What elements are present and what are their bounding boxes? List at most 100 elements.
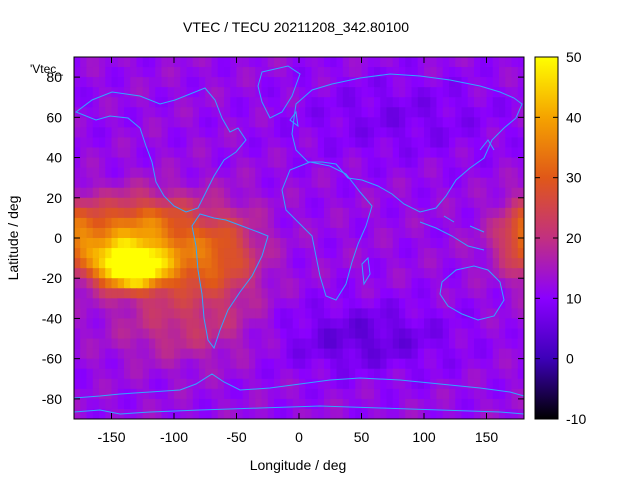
heatmap-cell <box>361 288 369 299</box>
heatmap-cell <box>255 378 263 390</box>
heatmap-cell <box>249 157 256 169</box>
heatmap-cell <box>486 358 494 370</box>
heatmap-cell <box>336 298 344 309</box>
heatmap-cell <box>349 87 356 98</box>
heatmap-cell <box>305 97 313 108</box>
heatmap-cell <box>399 408 406 419</box>
heatmap-cell <box>105 197 113 209</box>
heatmap-cell <box>267 248 275 259</box>
heatmap-cell <box>367 167 375 179</box>
heatmap-cell <box>230 227 238 239</box>
heatmap-cell <box>486 127 494 139</box>
heatmap-cell <box>374 227 381 239</box>
heatmap-cell <box>480 77 488 88</box>
heatmap-cell <box>461 57 469 68</box>
heatmap-cell <box>517 298 524 309</box>
heatmap-cell <box>105 238 113 249</box>
heatmap-cell <box>311 117 319 128</box>
heatmap-cell <box>149 127 156 139</box>
heatmap-cell <box>130 207 138 219</box>
heatmap-cell <box>330 167 338 179</box>
heatmap-cell <box>380 197 388 209</box>
heatmap-cell <box>442 127 450 139</box>
heatmap-cell <box>311 368 319 380</box>
heatmap-cell <box>386 268 394 279</box>
heatmap-cell <box>205 107 213 118</box>
heatmap-cell <box>442 318 450 330</box>
heatmap-cell <box>167 398 175 410</box>
heatmap-cell <box>261 398 269 410</box>
heatmap-cell <box>280 67 288 78</box>
heatmap-cell <box>392 268 400 279</box>
heatmap-cell <box>517 338 524 350</box>
heatmap-cell <box>374 378 381 390</box>
heatmap-cell <box>486 197 494 209</box>
heatmap-cell <box>174 248 181 259</box>
heatmap-cell <box>286 217 294 229</box>
heatmap-cell <box>517 87 524 98</box>
heatmap-cell <box>249 238 256 249</box>
heatmap-cell <box>330 318 338 330</box>
heatmap-cell <box>230 368 238 380</box>
heatmap-cell <box>186 328 194 340</box>
heatmap-cell <box>299 157 306 169</box>
heatmap-cell <box>136 147 144 159</box>
heatmap-cell <box>205 197 213 209</box>
heatmap-cell <box>136 338 144 350</box>
heatmap-cell <box>505 157 513 169</box>
heatmap-cell <box>442 348 450 360</box>
heatmap-cell <box>399 388 406 400</box>
heatmap-cell <box>236 298 244 309</box>
heatmap-cell <box>361 238 369 249</box>
heatmap-cell <box>480 117 488 128</box>
heatmap-cell <box>367 338 375 350</box>
heatmap-cell <box>511 268 519 279</box>
heatmap-cell <box>217 358 225 370</box>
heatmap-cell <box>117 288 125 299</box>
heatmap-cell <box>230 268 238 279</box>
heatmap-cell <box>411 57 419 68</box>
heatmap-cell <box>480 358 488 370</box>
heatmap-cell <box>230 288 238 299</box>
heatmap-cell <box>424 298 431 309</box>
heatmap-cell <box>74 167 81 179</box>
heatmap-cell <box>505 187 513 199</box>
heatmap-cell <box>336 67 344 78</box>
heatmap-cell <box>280 358 288 370</box>
heatmap-cell <box>392 207 400 219</box>
heatmap-cell <box>342 318 350 330</box>
heatmap-cell <box>211 187 219 199</box>
heatmap-cell <box>186 368 194 380</box>
heatmap-cell <box>405 388 413 400</box>
heatmap-cell <box>130 197 138 209</box>
heatmap-cell <box>511 328 519 340</box>
heatmap-cell <box>299 177 306 189</box>
heatmap-cell <box>217 217 225 229</box>
heatmap-cell <box>217 308 225 320</box>
heatmap-cell <box>286 398 294 410</box>
heatmap-cell <box>449 187 456 199</box>
heatmap-cell <box>317 288 325 299</box>
heatmap-cell <box>130 278 138 289</box>
heatmap-cell <box>305 147 313 159</box>
heatmap-cell <box>511 187 519 199</box>
heatmap-cell <box>236 147 244 159</box>
heatmap-cell <box>480 288 488 299</box>
heatmap-cell <box>149 57 156 68</box>
heatmap-cell <box>392 77 400 88</box>
heatmap-cell <box>267 67 275 78</box>
heatmap-cell <box>142 157 150 169</box>
heatmap-cell <box>430 328 438 340</box>
heatmap-cell <box>86 288 94 299</box>
heatmap-cell <box>236 288 244 299</box>
heatmap-cell <box>130 248 138 259</box>
heatmap-cell <box>230 398 238 410</box>
heatmap-cell <box>486 268 494 279</box>
heatmap-cell <box>430 127 438 139</box>
heatmap-cell <box>424 87 431 98</box>
heatmap-cell <box>342 97 350 108</box>
heatmap-cell <box>392 378 400 390</box>
heatmap-cell <box>249 147 256 159</box>
heatmap-cell <box>499 338 506 350</box>
heatmap-cell <box>449 338 456 350</box>
